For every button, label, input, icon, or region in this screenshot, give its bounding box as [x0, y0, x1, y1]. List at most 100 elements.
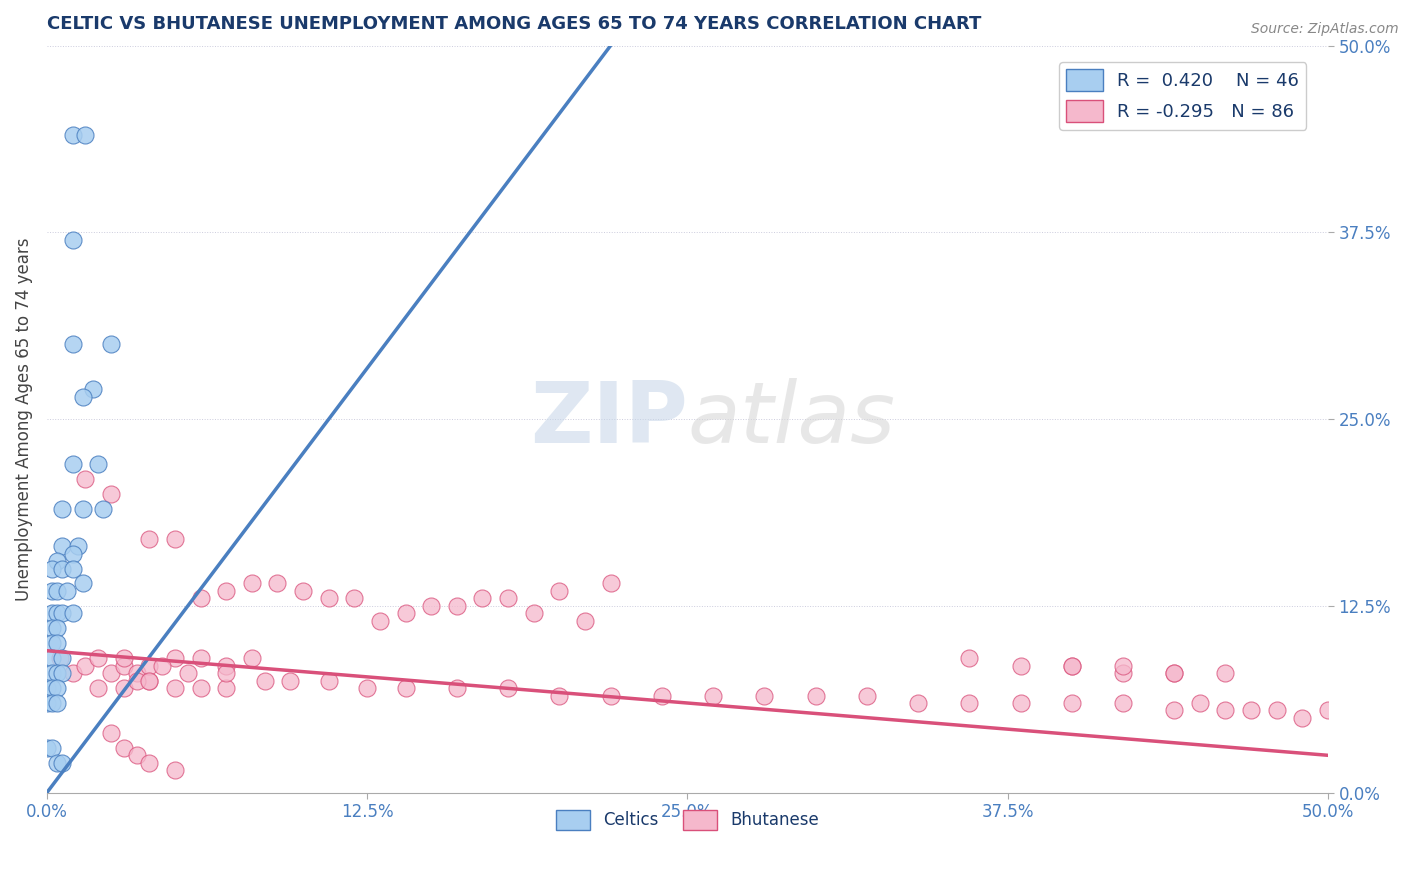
Point — [41, 636, 63, 650]
Point — [1291, 711, 1313, 725]
Point — [1060, 658, 1083, 673]
Point — [804, 689, 827, 703]
Point — [46, 681, 69, 695]
Point — [957, 651, 980, 665]
Point — [754, 689, 776, 703]
Point — [1010, 696, 1032, 710]
Point — [75, 128, 97, 143]
Point — [56, 584, 79, 599]
Point — [368, 614, 391, 628]
Point — [599, 576, 621, 591]
Point — [190, 651, 212, 665]
Point — [177, 666, 200, 681]
Point — [1060, 696, 1083, 710]
Point — [125, 673, 148, 688]
Point — [1163, 704, 1185, 718]
Point — [66, 539, 89, 553]
Point — [471, 591, 494, 606]
Point — [72, 576, 94, 591]
Point — [292, 584, 315, 599]
Point — [51, 501, 73, 516]
Point — [420, 599, 443, 613]
Point — [215, 658, 238, 673]
Point — [41, 681, 63, 695]
Point — [266, 576, 288, 591]
Point — [62, 457, 84, 471]
Point — [35, 696, 58, 710]
Point — [496, 591, 519, 606]
Point — [163, 532, 186, 546]
Point — [46, 621, 69, 635]
Point — [75, 472, 97, 486]
Point — [138, 673, 160, 688]
Point — [62, 547, 84, 561]
Point — [62, 666, 84, 681]
Point — [318, 673, 340, 688]
Point — [1112, 666, 1135, 681]
Point — [190, 591, 212, 606]
Point — [907, 696, 929, 710]
Point — [163, 651, 186, 665]
Point — [87, 457, 110, 471]
Point — [75, 658, 97, 673]
Point — [46, 756, 69, 770]
Point — [1010, 658, 1032, 673]
Point — [138, 673, 160, 688]
Point — [72, 390, 94, 404]
Point — [41, 561, 63, 575]
Point — [112, 740, 135, 755]
Point — [240, 651, 263, 665]
Point — [343, 591, 366, 606]
Point — [1265, 704, 1288, 718]
Point — [48, 651, 70, 665]
Text: atlas: atlas — [688, 377, 896, 460]
Point — [394, 607, 416, 621]
Point — [1163, 666, 1185, 681]
Point — [523, 607, 546, 621]
Point — [548, 689, 571, 703]
Point — [215, 584, 238, 599]
Point — [446, 599, 468, 613]
Point — [702, 689, 724, 703]
Point — [278, 673, 301, 688]
Point — [318, 591, 340, 606]
Point — [51, 756, 73, 770]
Point — [41, 621, 63, 635]
Point — [41, 607, 63, 621]
Point — [46, 636, 69, 650]
Point — [46, 666, 69, 681]
Point — [46, 607, 69, 621]
Text: CELTIC VS BHUTANESE UNEMPLOYMENT AMONG AGES 65 TO 74 YEARS CORRELATION CHART: CELTIC VS BHUTANESE UNEMPLOYMENT AMONG A… — [46, 15, 981, 33]
Point — [62, 337, 84, 351]
Point — [41, 584, 63, 599]
Point — [41, 666, 63, 681]
Point — [51, 666, 73, 681]
Point — [1163, 666, 1185, 681]
Text: Source: ZipAtlas.com: Source: ZipAtlas.com — [1251, 22, 1399, 37]
Point — [240, 576, 263, 591]
Point — [356, 681, 378, 695]
Text: ZIP: ZIP — [530, 377, 688, 460]
Point — [35, 681, 58, 695]
Point — [957, 696, 980, 710]
Point — [125, 666, 148, 681]
Point — [651, 689, 673, 703]
Point — [62, 128, 84, 143]
Point — [62, 233, 84, 247]
Point — [87, 651, 110, 665]
Point — [62, 561, 84, 575]
Point — [72, 501, 94, 516]
Point — [1240, 704, 1263, 718]
Point — [87, 681, 110, 695]
Point — [35, 740, 58, 755]
Point — [51, 561, 73, 575]
Point — [51, 539, 73, 553]
Y-axis label: Unemployment Among Ages 65 to 74 years: Unemployment Among Ages 65 to 74 years — [15, 237, 32, 601]
Point — [599, 689, 621, 703]
Point — [548, 584, 571, 599]
Point — [1215, 704, 1237, 718]
Point — [138, 532, 160, 546]
Legend: Celtics, Bhutanese: Celtics, Bhutanese — [550, 803, 825, 837]
Point — [125, 748, 148, 763]
Point — [190, 681, 212, 695]
